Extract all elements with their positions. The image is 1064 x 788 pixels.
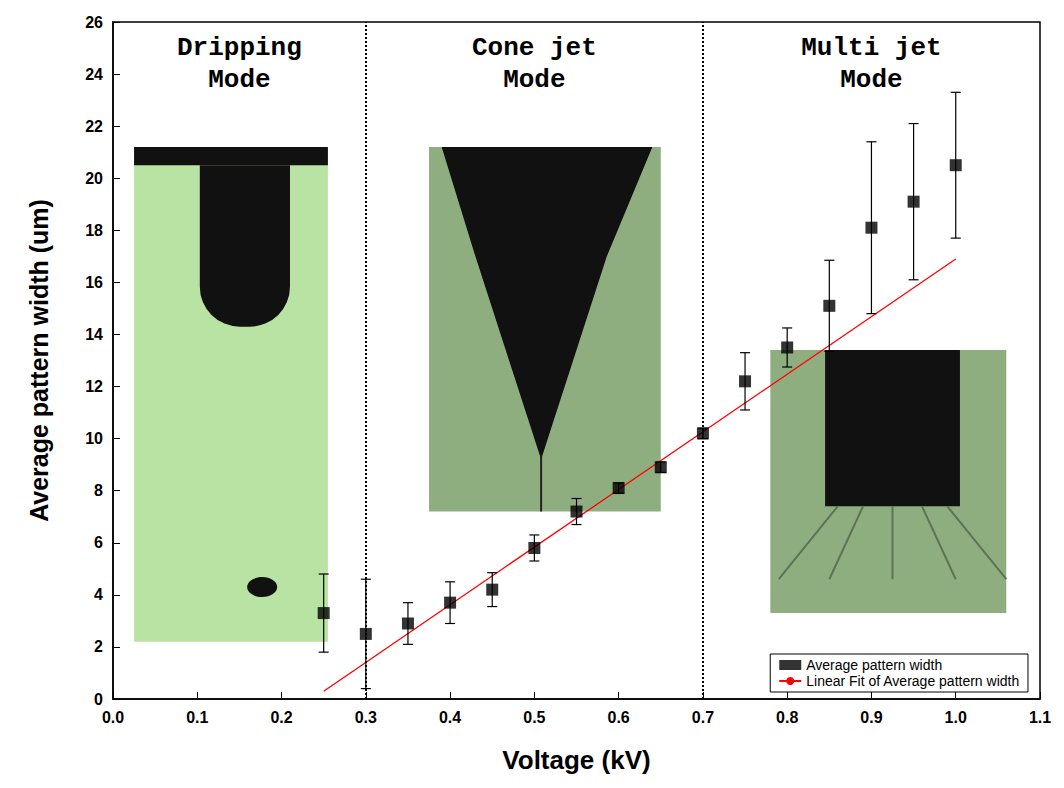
svg-text:24: 24 — [85, 66, 103, 83]
svg-text:0.5: 0.5 — [523, 709, 545, 726]
svg-text:26: 26 — [85, 14, 103, 31]
svg-text:22: 22 — [85, 118, 103, 135]
svg-text:Cone jet: Cone jet — [472, 33, 597, 63]
svg-text:Linear Fit of Average pattern: Linear Fit of Average pattern width — [806, 673, 1019, 689]
svg-text:0.7: 0.7 — [692, 709, 714, 726]
svg-text:4: 4 — [94, 586, 103, 603]
svg-text:20: 20 — [85, 170, 103, 187]
svg-text:12: 12 — [85, 378, 103, 395]
svg-text:Mode: Mode — [208, 65, 270, 95]
svg-text:0.4: 0.4 — [439, 709, 461, 726]
svg-text:2: 2 — [94, 638, 103, 655]
svg-text:Dripping: Dripping — [177, 33, 302, 63]
svg-text:0.3: 0.3 — [355, 709, 377, 726]
svg-text:0.6: 0.6 — [608, 709, 630, 726]
svg-text:0.2: 0.2 — [270, 709, 292, 726]
svg-text:Multi jet: Multi jet — [801, 33, 941, 63]
svg-text:Mode: Mode — [840, 65, 902, 95]
svg-text:0.8: 0.8 — [776, 709, 798, 726]
svg-text:14: 14 — [85, 326, 103, 343]
svg-text:0.1: 0.1 — [186, 709, 208, 726]
svg-text:1.0: 1.0 — [945, 709, 967, 726]
svg-text:16: 16 — [85, 274, 103, 291]
svg-text:Mode: Mode — [503, 65, 565, 95]
svg-text:8: 8 — [94, 482, 103, 499]
svg-text:0: 0 — [94, 691, 103, 708]
svg-text:Voltage (kV): Voltage (kV) — [502, 745, 650, 775]
svg-text:1.1: 1.1 — [1029, 709, 1051, 726]
svg-text:0.0: 0.0 — [102, 709, 124, 726]
svg-text:18: 18 — [85, 222, 103, 239]
svg-text:Average pattern width: Average pattern width — [806, 657, 942, 673]
svg-text:0.9: 0.9 — [860, 709, 882, 726]
svg-text:6: 6 — [94, 534, 103, 551]
svg-text:10: 10 — [85, 430, 103, 447]
svg-text:Average pattern width (um): Average pattern width (um) — [25, 199, 53, 522]
